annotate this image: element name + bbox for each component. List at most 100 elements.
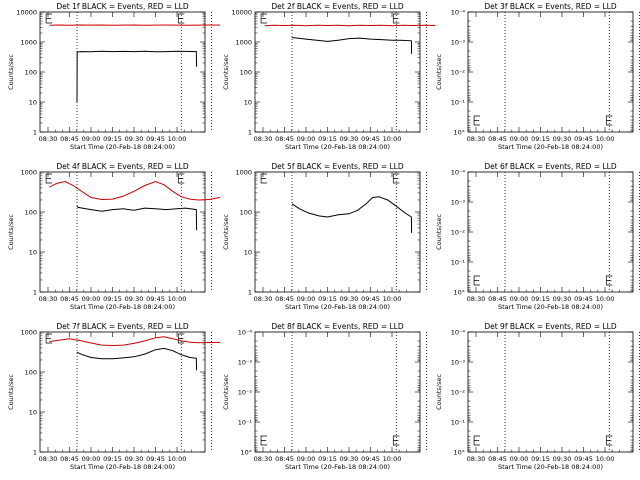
detector-panel-7: Det 7f BLACK = Events, RED = LLD Counts/s… — [7, 322, 221, 471]
x-tick-label: 08:45 — [488, 135, 507, 143]
x-tick-label: 09:15 — [531, 295, 550, 303]
plot-frame — [39, 331, 206, 453]
y-tick-label: 1 — [33, 449, 37, 457]
x-tick-label: 10:00 — [596, 295, 615, 303]
x-tick-label: 09:30 — [553, 295, 572, 303]
bracket-mark — [177, 13, 185, 24]
bracket-mark — [260, 13, 268, 24]
x-tick-label: 10:00 — [596, 455, 615, 463]
bracket-mark — [45, 13, 53, 24]
x-tick-label: 10:00 — [168, 455, 187, 463]
bracket-mark — [605, 275, 613, 286]
x-tick-label: 09:45 — [146, 455, 165, 463]
y-tick-label: 10⁻³ — [451, 199, 466, 207]
y-tick-label: 10000 — [231, 9, 252, 17]
x-axis-label: Start Time (20-Feb-18 08:24:00) — [498, 143, 603, 151]
x-tick-label: 08:30 — [254, 455, 273, 463]
y-tick-label: 10⁻² — [451, 69, 466, 77]
x-tick-label: 08:30 — [467, 455, 486, 463]
x-tick-label: 09:00 — [510, 455, 529, 463]
panel-title: Det 5f BLACK = Events, RED = LLD — [271, 162, 404, 171]
x-tick-label: 08:30 — [467, 135, 486, 143]
x-tick-label: 09:45 — [574, 455, 593, 463]
bracket-mark — [392, 13, 400, 24]
x-tick-label: 08:45 — [60, 455, 79, 463]
x-tick-label: 08:30 — [254, 135, 273, 143]
x-tick-label: 10:00 — [383, 455, 402, 463]
panel-title: Det 1f BLACK = Events, RED = LLD — [56, 2, 189, 11]
x-tick-label: 09:00 — [297, 455, 316, 463]
detector-panel-9: Det 9f BLACK = Events, RED = LLD Counts/s… — [435, 322, 640, 471]
y-tick-label: 10⁻¹ — [451, 419, 466, 427]
y-axis-label: Counts/sec — [435, 54, 443, 90]
y-tick-label: 100 — [240, 69, 252, 77]
x-tick-label: 10:00 — [168, 135, 187, 143]
panel-title: Det 8f BLACK = Events, RED = LLD — [271, 322, 404, 331]
bracket-mark — [392, 435, 400, 446]
x-tick-label: 09:15 — [318, 135, 337, 143]
x-tick-label: 09:15 — [531, 135, 550, 143]
x-tick-label: 09:15 — [103, 455, 122, 463]
panel-title: Det 2f BLACK = Events, RED = LLD — [271, 2, 404, 11]
x-tick-label: 09:15 — [318, 295, 337, 303]
y-tick-label: 100 — [25, 209, 37, 217]
bracket-mark — [392, 173, 400, 184]
x-tick-label: 09:30 — [340, 295, 359, 303]
y-tick-label: 1000 — [235, 169, 252, 177]
x-tick-label: 09:45 — [361, 455, 380, 463]
y-tick-label: 10 — [29, 99, 37, 107]
x-tick-label: 09:00 — [297, 135, 316, 143]
x-tick-label: 08:30 — [39, 135, 58, 143]
x-axis-label: Start Time (20-Feb-18 08:24:00) — [285, 143, 390, 151]
y-tick-label: 10° — [453, 449, 465, 457]
bracket-mark — [605, 115, 613, 126]
y-tick-label: 1 — [248, 129, 252, 137]
y-axis-label: Counts/sec — [222, 374, 230, 410]
panel-title: Det 9f BLACK = Events, RED = LLD — [484, 322, 617, 331]
detector-panel-3: Det 3f BLACK = Events, RED = LLD Counts/s… — [435, 2, 640, 151]
y-tick-label: 10⁻¹ — [451, 259, 466, 267]
y-axis-label: Counts/sec — [222, 214, 230, 250]
x-tick-label: 08:45 — [275, 455, 294, 463]
x-tick-label: 09:15 — [103, 135, 122, 143]
x-tick-label: 09:00 — [82, 455, 101, 463]
y-tick-label: 100 — [25, 69, 37, 77]
detector-panel-4: Det 4f BLACK = Events, RED = LLD Counts/s… — [7, 162, 221, 311]
y-tick-label: 100 — [25, 369, 37, 377]
x-tick-label: 08:30 — [39, 455, 58, 463]
bracket-mark — [45, 333, 53, 344]
plot-frame — [254, 171, 421, 293]
y-tick-label: 1000 — [20, 39, 37, 47]
y-tick-label: 10 — [29, 249, 37, 257]
x-axis-label: Start Time (20-Feb-18 08:24:00) — [70, 143, 175, 151]
x-tick-label: 08:45 — [488, 455, 507, 463]
x-tick-label: 09:45 — [574, 295, 593, 303]
y-tick-label: 10⁻⁴ — [451, 169, 466, 177]
x-tick-label: 08:45 — [488, 295, 507, 303]
y-tick-label: 1000 — [235, 39, 252, 47]
y-axis-label: Counts/sec — [435, 214, 443, 250]
x-tick-label: 08:45 — [275, 135, 294, 143]
x-axis-label: Start Time (20-Feb-18 08:24:00) — [70, 303, 175, 311]
panel-title: Det 3f BLACK = Events, RED = LLD — [484, 2, 617, 11]
bracket-mark — [605, 435, 613, 446]
x-tick-label: 10:00 — [168, 295, 187, 303]
bracket-mark — [473, 115, 481, 126]
series-line-1 — [49, 336, 221, 347]
x-tick-label: 08:45 — [275, 295, 294, 303]
detector-panel-8: Det 8f BLACK = Events, RED = LLD Counts/s… — [222, 322, 427, 471]
plot-frame — [39, 171, 206, 293]
x-tick-label: 09:45 — [146, 295, 165, 303]
series-line-2 — [76, 205, 198, 231]
x-tick-label: 09:45 — [361, 135, 380, 143]
y-tick-label: 10⁻⁴ — [238, 329, 253, 337]
plot-frame — [467, 331, 634, 453]
x-axis-label: Start Time (20-Feb-18 08:24:00) — [285, 463, 390, 471]
detector-panel-2: Det 2f BLACK = Events, RED = LLD Counts/s… — [222, 2, 436, 151]
x-tick-label: 08:45 — [60, 295, 79, 303]
y-tick-label: 1 — [248, 289, 252, 297]
y-tick-label: 1 — [33, 289, 37, 297]
y-axis-label: Counts/sec — [222, 54, 230, 90]
x-tick-label: 09:45 — [574, 135, 593, 143]
y-tick-label: 1000 — [20, 169, 37, 177]
